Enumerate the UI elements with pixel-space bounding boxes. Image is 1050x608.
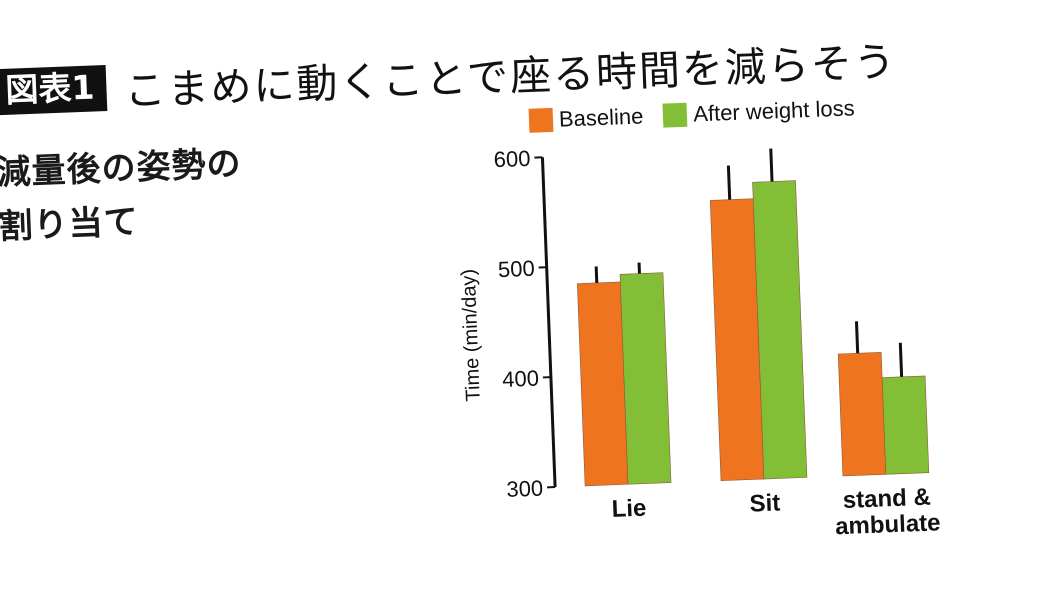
bar-after [620,273,671,485]
legend-item-after: After weight loss [663,95,855,128]
bar-after [882,376,929,474]
x-category-label: ambulate [835,509,941,540]
subtitle-line-2: 割り当て [0,191,245,255]
error-bar [771,149,772,182]
legend-swatch-after [663,103,688,128]
y-tick-label: 600 [493,146,531,172]
subtitle-line-1: 減量後の姿勢の [0,137,243,201]
y-axis-label: Time (min/day) [458,268,485,401]
y-tick-label: 300 [506,476,544,502]
bar-baseline [577,282,628,486]
legend-swatch-baseline [529,108,554,133]
bar-baseline [838,352,886,476]
x-category-label: Sit [749,489,781,517]
y-axis-line [542,157,555,487]
figure-badge: 図表1 [0,65,107,116]
legend-item-baseline: Baseline [529,103,644,133]
x-category-label: Lie [611,495,647,523]
error-bar [900,343,901,377]
legend-label-baseline: Baseline [559,103,644,132]
error-bar [856,321,857,353]
y-tick-label: 500 [498,256,536,282]
error-bar [728,166,729,200]
legend-label-after: After weight loss [693,95,855,127]
error-bar [596,266,597,282]
y-tick-label: 400 [502,366,540,392]
figure-subtitle: 減量後の姿勢の 割り当て [0,137,245,255]
